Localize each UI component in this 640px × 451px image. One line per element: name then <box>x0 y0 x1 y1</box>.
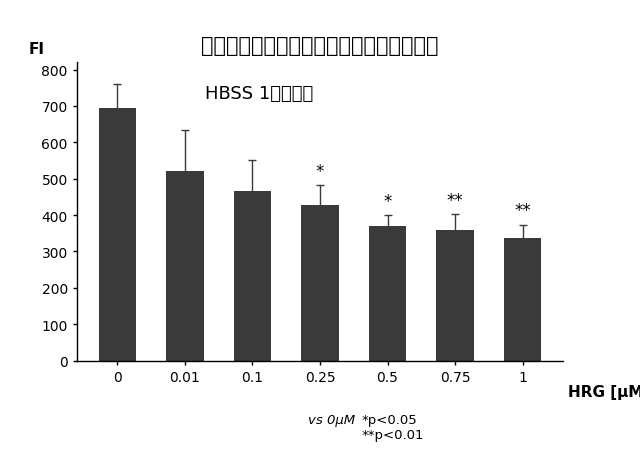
Bar <box>166 172 204 361</box>
Text: FI: FI <box>28 42 44 57</box>
Bar <box>369 226 406 361</box>
Bar <box>234 191 271 361</box>
Text: HRG [μM]: HRG [μM] <box>568 385 640 400</box>
Title: マイクロタイタープレートへの好中球接典: マイクロタイタープレートへの好中球接典 <box>201 36 439 56</box>
Text: **: ** <box>447 191 463 209</box>
Text: HBSS 1回　洗浄: HBSS 1回 洗浄 <box>205 85 314 103</box>
Text: *p<0.05: *p<0.05 <box>362 413 417 426</box>
Text: vs 0μM: vs 0μM <box>308 413 355 426</box>
Text: *: * <box>316 162 324 180</box>
Text: **: ** <box>514 202 531 220</box>
Bar <box>504 238 541 361</box>
Text: **p<0.01: **p<0.01 <box>362 428 424 442</box>
Text: *: * <box>383 192 392 210</box>
Bar <box>436 231 474 361</box>
Bar <box>301 206 339 361</box>
Bar <box>99 109 136 361</box>
